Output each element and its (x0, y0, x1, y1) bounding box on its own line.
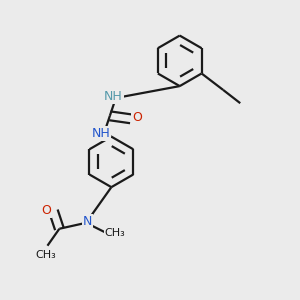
Text: O: O (41, 203, 51, 217)
Text: O: O (132, 111, 142, 124)
Text: N: N (83, 215, 92, 228)
Text: CH₃: CH₃ (36, 250, 56, 260)
Text: NH: NH (92, 127, 110, 140)
Text: NH: NH (104, 90, 123, 103)
Text: CH₃: CH₃ (105, 228, 126, 238)
